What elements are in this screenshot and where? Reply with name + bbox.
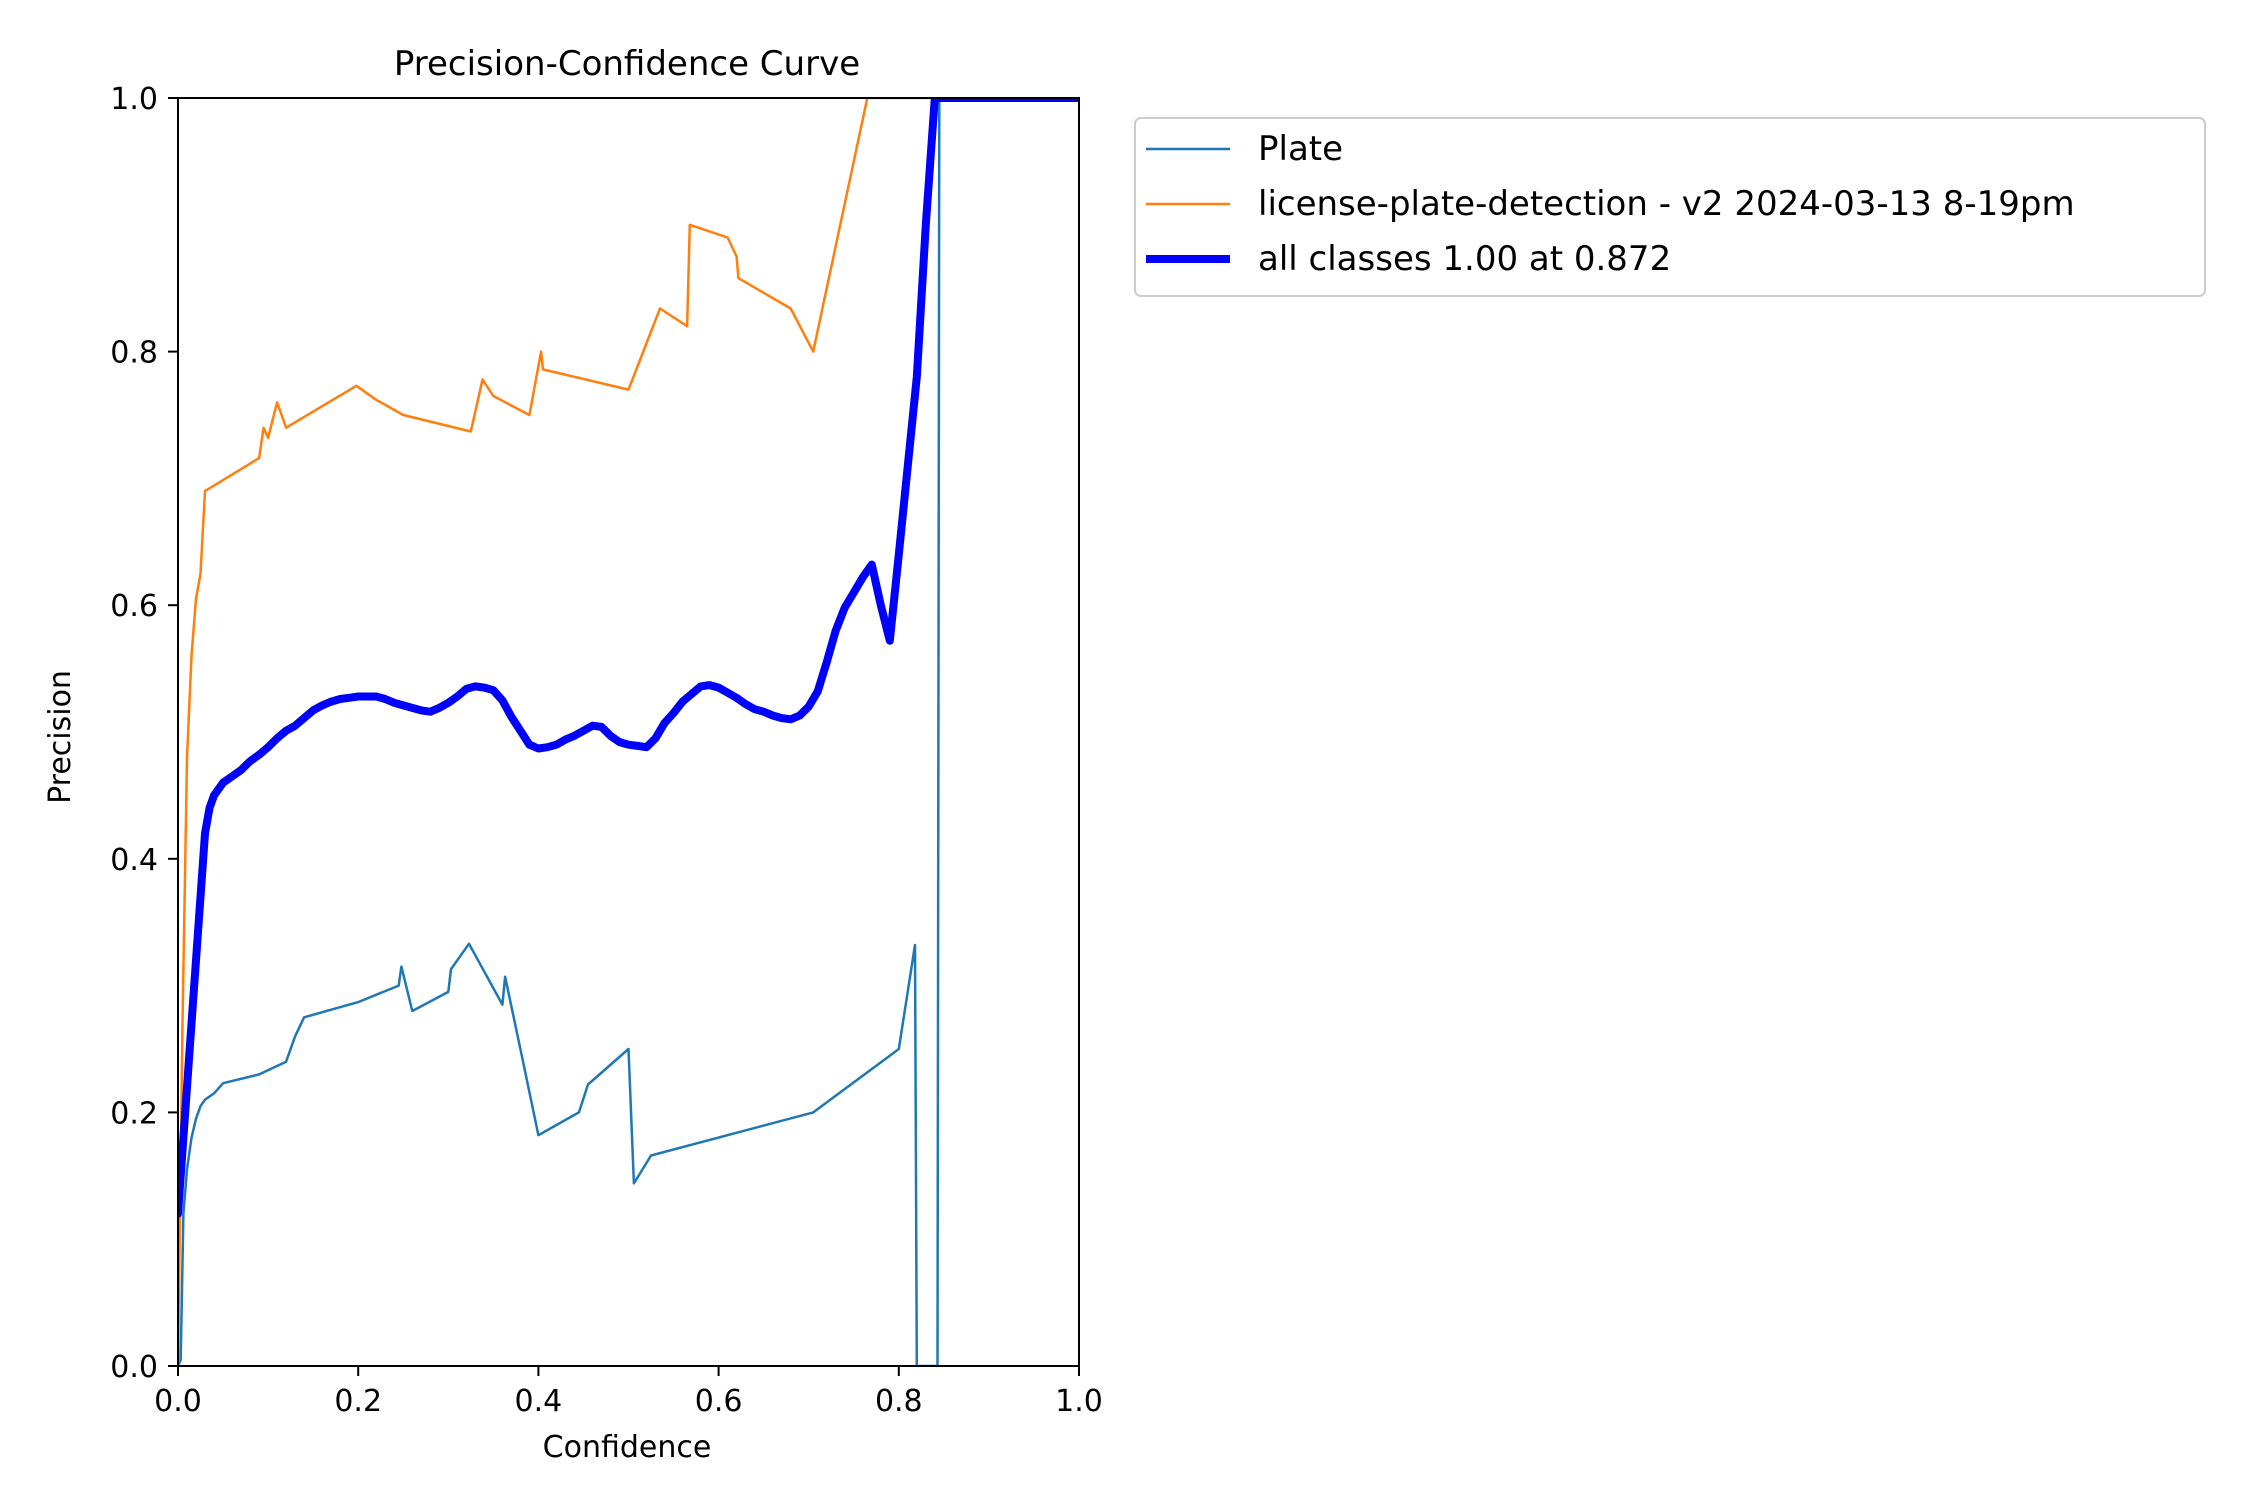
- series-layer: [178, 98, 1079, 1366]
- x-tick-label: 0.0: [154, 1384, 202, 1419]
- y-tick-label: 1.0: [110, 82, 158, 117]
- chart-title: Precision-Confidence Curve: [394, 44, 860, 84]
- series-line-0: [178, 98, 1079, 1366]
- x-tick-label: 0.8: [875, 1384, 923, 1419]
- legend: Plate license-plate-detection - v2 2024-0…: [1134, 117, 2206, 297]
- x-tick-label: 0.6: [695, 1384, 743, 1419]
- series-line-1: [178, 98, 1079, 1366]
- legend-label-1: license-plate-detection - v2 2024-03-13 …: [1258, 184, 2075, 224]
- y-tick-label: 0.0: [110, 1350, 158, 1385]
- x-tick-label: 0.2: [334, 1384, 382, 1419]
- plot-frame: [177, 97, 1080, 1367]
- legend-label-2: all classes 1.00 at 0.872: [1258, 239, 1671, 279]
- x-axis-ticks: 0.0 0.2 0.4 0.6 0.8 1.0: [154, 1366, 1103, 1419]
- legend-label-0: Plate: [1258, 129, 1343, 169]
- y-axis-label: Precision: [43, 670, 78, 804]
- y-axis-ticks: 0.0 0.2 0.4 0.6 0.8 1.0: [110, 82, 178, 1385]
- x-tick-label: 0.4: [515, 1384, 563, 1419]
- y-tick-label: 0.6: [110, 589, 158, 624]
- x-axis-label: Confidence: [543, 1430, 712, 1465]
- y-tick-label: 0.2: [110, 1096, 158, 1131]
- x-tick-label: 1.0: [1055, 1384, 1103, 1419]
- series-line-2: [178, 98, 1079, 1218]
- y-tick-label: 0.4: [110, 843, 158, 878]
- legend-frame: [1134, 117, 2206, 297]
- y-tick-label: 0.8: [110, 336, 158, 371]
